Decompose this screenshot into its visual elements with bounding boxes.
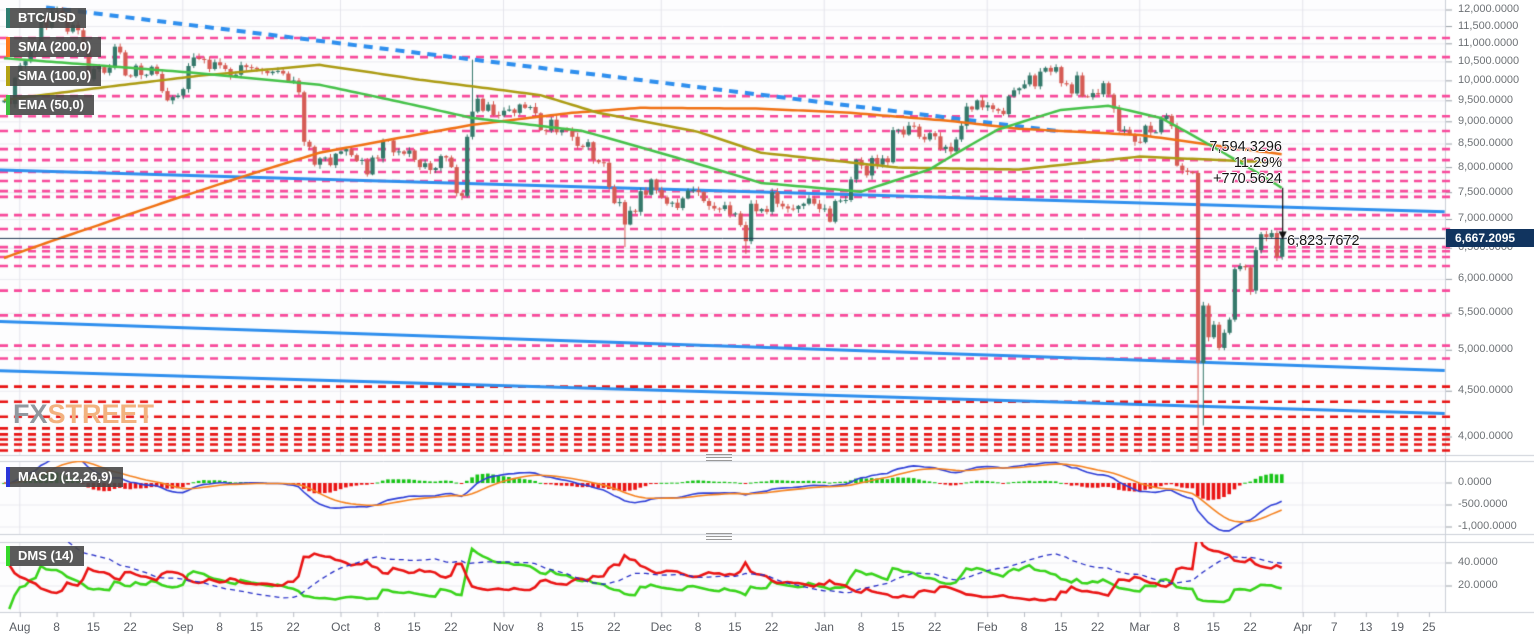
time-axis-label: 19 [1390,620,1405,634]
time-axis-label: 15 [1054,620,1068,634]
price-axis-tick-label: 8,000.0000 [1458,160,1514,173]
dms-axis-tick-label: 20.0000 [1458,579,1498,591]
time-axis-label: 22 [607,620,621,634]
macd-axis-tick-label: 0.0000 [1458,476,1492,488]
macd-axis-tick-label: -1,000.0000 [1458,520,1517,532]
price-axis-tick-label: 9,500.0000 [1458,93,1514,106]
time-axis-label: 8 [1173,620,1180,634]
time-axis-label: 15 [570,620,584,634]
time-axis-label: 8 [216,620,223,634]
watermark-street: STREET [47,399,155,429]
measurement-from-value: 7,594.3296 [1209,139,1282,155]
price-axis-tick-label: 11,500.0000 [1458,19,1519,32]
price-axis-tick-label: 10,000.0000 [1458,73,1520,86]
price-axis-tick-label: 5,000.0000 [1458,343,1514,356]
price-axis-tick-label: 7,500.0000 [1458,185,1514,198]
time-axis-label: Mar [1129,620,1151,634]
time-axis-label: Jan [814,620,834,634]
time-axis-label: 15 [86,620,101,634]
time-axis-label: 8 [1020,620,1028,634]
time-axis-label: 22 [444,620,458,634]
time-axis-label: 8 [694,620,702,634]
time-axis-label: 15 [249,620,264,634]
price-axis-tick-label: 4,000.0000 [1458,430,1514,442]
time-axis-label: 22 [123,620,137,634]
time-axis-label: 15 [728,620,742,634]
time-axis-label: Dec [650,620,672,634]
pane-resize-handle[interactable] [706,533,732,540]
time-axis-label: Sep [172,620,194,634]
time-axis-label: 25 [1422,620,1436,634]
watermark-fx: FX [13,399,48,429]
price-axis-tick-label: 9,000.0000 [1458,114,1514,127]
price-axis-tick-label: 7,000.0000 [1458,212,1514,225]
price-axis-tick-label: 8,500.0000 [1458,137,1514,150]
measurement-delta: +770.5624 [1213,171,1282,187]
time-axis-label: 22 [764,620,779,634]
time-axis-label: 15 [891,620,905,634]
price-axis-tick-label: 5,500.0000 [1458,306,1514,319]
price-axis-tick-label: 12,000.0000 [1458,3,1520,15]
time-axis-label: 8 [857,620,865,634]
measurement-percent: 11.29% [1233,155,1282,171]
price-axis-tick-label: 11,000.0000 [1458,36,1519,49]
time-axis-label: 13 [1359,620,1373,634]
indicator-badge-sma-0[interactable]: SMA (200,0) [6,37,102,57]
time-axis-label: Feb [976,620,998,634]
time-axis-label: 22 [1090,620,1105,634]
time-axis-label: 22 [286,620,300,634]
indicator-badge-sma-1[interactable]: SMA (100,0) [6,66,102,86]
time-axis-label: 7 [1330,620,1338,634]
time-axis-label: 8 [53,620,60,634]
time-axis-label: 15 [407,620,421,634]
time-axis-label: 15 [1206,620,1221,634]
price-axis-tick-label: 6,000.0000 [1458,272,1514,285]
time-axis-label: Oct [331,620,350,634]
current-price-badge: 6,667.2095 [1446,229,1534,247]
dms-axis-tick-label: 40.0000 [1458,556,1498,568]
price-axis-tick-label: 4,500.0000 [1458,384,1514,397]
macd-indicator-badge[interactable]: MACD (12,26,9) [6,467,123,487]
macd-axis-tick-label: -500.0000 [1458,498,1508,510]
time-axis-label: 22 [927,620,942,634]
measurement-to-value: 6,823.7672 [1287,233,1360,249]
pane-resize-handle[interactable] [706,454,732,461]
fxstreet-watermark: FXSTREET [13,399,154,430]
time-axis-label: Apr [1293,620,1313,634]
time-axis-label: Nov [492,620,515,634]
dms-indicator-badge[interactable]: DMS (14) [6,546,84,566]
indicator-badge-ema-2[interactable]: EMA (50,0) [6,95,94,115]
time-axis-label: 8 [536,620,544,634]
time-axis-label: 22 [1243,620,1257,634]
time-axis-label: Aug [9,620,31,634]
price-axis-tick-label: 10,500.0000 [1458,54,1520,67]
symbol-badge[interactable]: BTC/USD [6,8,86,28]
time-axis-label: 8 [373,620,381,634]
